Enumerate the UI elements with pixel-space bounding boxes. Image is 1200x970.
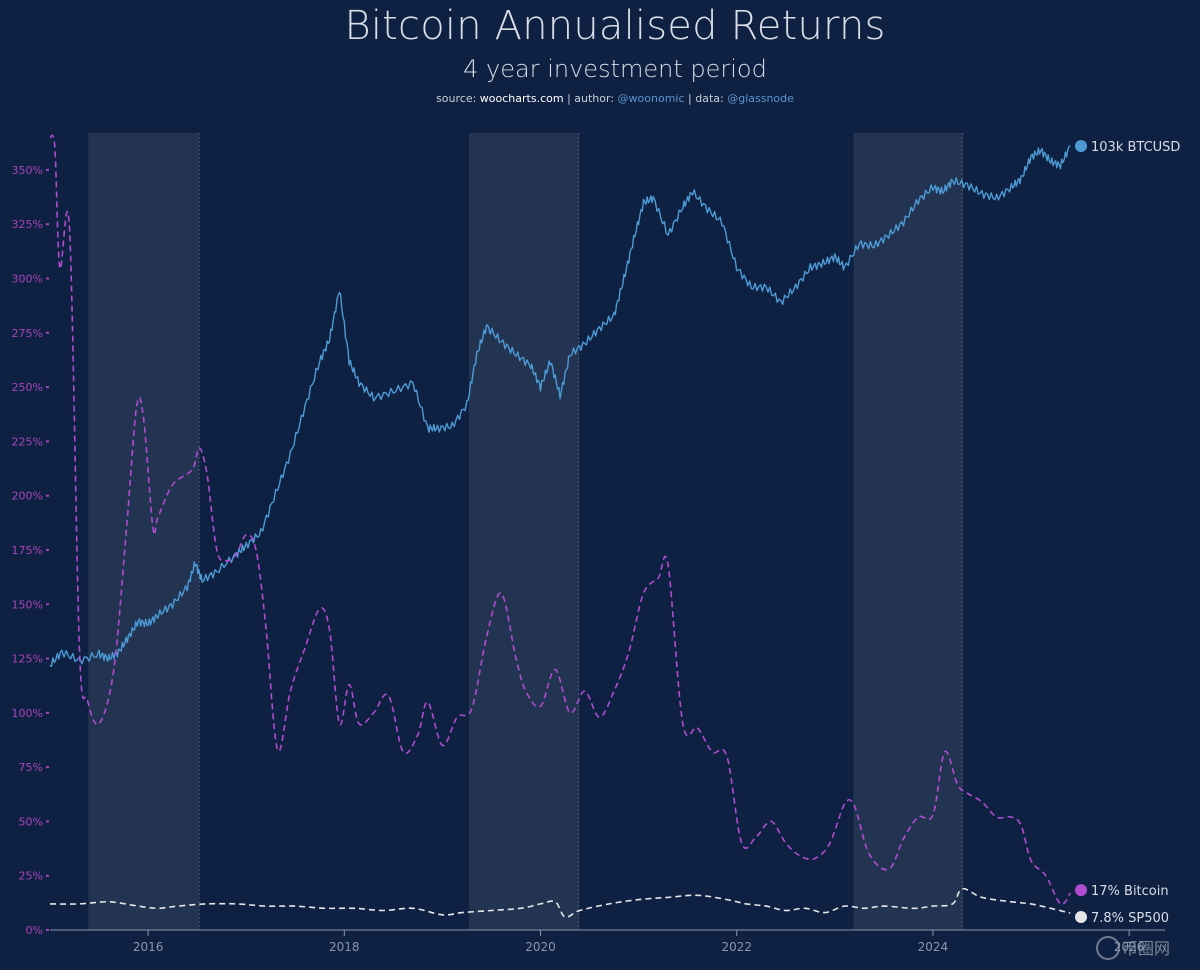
author-link[interactable]: @woonomic [617, 92, 685, 105]
y-tick-label: 100% [12, 707, 43, 720]
shaded-period-1 [468, 133, 579, 930]
x-tick-label: 2020 [525, 940, 556, 954]
axes: 0% 25% 50% 75% 100% 125% 150% 175% 200% 225% 250% 2… [12, 164, 1165, 954]
y-tick-label: 200% [12, 490, 43, 503]
x-tick-label: 2016 [133, 940, 164, 954]
y-tick-label: 300% [12, 273, 43, 286]
y-tick-label: 150% [12, 598, 43, 611]
shaded-period-2 [853, 133, 963, 930]
y-tick-label: 350% [12, 164, 43, 177]
watermark-text: 币圈网 [1122, 939, 1170, 958]
y-tick-label: 175% [12, 544, 43, 557]
y-tick-label: 0% [26, 924, 43, 937]
y-tick-label: 25% [19, 870, 43, 883]
y-tick-label: 75% [19, 761, 43, 774]
series-end-dot-btcusd [1075, 140, 1087, 153]
source-line: source: woocharts.com | author: @woonomi… [0, 92, 1200, 105]
y-tick-label: 325% [12, 218, 43, 231]
shaded-periods [88, 133, 963, 930]
source-link[interactable]: woocharts.com [479, 92, 564, 105]
series-line-btcusd [49, 145, 1071, 668]
series-lines [49, 134, 1071, 919]
series-line-bitcoin [49, 134, 1071, 906]
series-end-label-sp500: 7.8% SP500 [1091, 911, 1169, 926]
x-tick-label: 2022 [721, 940, 752, 954]
series-end-dot-sp500 [1075, 911, 1087, 924]
chart-subtitle: 4 year investment period [463, 55, 767, 83]
source-prefix: source: [436, 92, 480, 105]
series-end-dot-bitcoin [1075, 884, 1087, 897]
x-tick-label: 2026 [1114, 940, 1145, 954]
watermark-logo-icon [1096, 936, 1120, 960]
y-tick-label: 125% [12, 653, 43, 666]
data-prefix: | data: [684, 92, 728, 105]
y-tick-label: 275% [12, 327, 43, 340]
shaded-period-0 [88, 133, 200, 930]
author-prefix: | author: [563, 92, 618, 105]
x-tick-label: 2018 [329, 940, 360, 954]
chart-title: Bitcoin Annualised Returns [344, 3, 886, 49]
data-source-link[interactable]: @glassnode [727, 92, 794, 105]
series-end-label-bitcoin: 17% Bitcoin [1091, 884, 1169, 899]
y-tick-label: 50% [19, 815, 43, 828]
y-tick-label: 250% [12, 381, 43, 394]
series-end-labels: 103k BTCUSD 17% Bitcoin 7.8% SP500 [1075, 140, 1180, 926]
watermark: 币圈网 [1096, 936, 1170, 960]
series-end-label-btcusd: 103k BTCUSD [1091, 140, 1180, 155]
y-tick-label: 225% [12, 435, 43, 448]
x-tick-label: 2024 [918, 940, 949, 954]
